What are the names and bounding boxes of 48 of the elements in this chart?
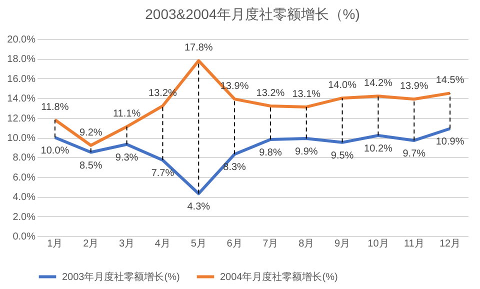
data-label: 14.5% (436, 75, 464, 86)
y-tick-label: 10.0% (7, 133, 36, 144)
x-tick-label: 2月 (83, 238, 99, 250)
x-tick-label: 3月 (119, 238, 135, 250)
data-label: 9.8% (259, 147, 282, 158)
x-tick-label: 7月 (262, 238, 278, 250)
x-tick-label: 8月 (298, 238, 314, 250)
x-tick-label: 6月 (226, 238, 242, 250)
data-label: 13.1% (292, 88, 321, 100)
x-tick-label: 11月 (404, 238, 424, 250)
data-label: 9.2% (79, 127, 102, 138)
data-label: 9.5% (330, 150, 354, 162)
data-label: 10.2% (364, 144, 392, 155)
y-tick-label: 8.0% (12, 152, 36, 164)
data-label: 9.7% (402, 148, 426, 160)
chart-title: 2003&2004年月度社零额增长（%) (145, 6, 360, 22)
data-label: 13.2% (256, 88, 285, 99)
data-label: 14.2% (364, 78, 392, 90)
data-label: 8.5% (79, 160, 102, 172)
x-tick-label: 9月 (334, 238, 350, 250)
y-tick-label: 0.0% (12, 232, 36, 242)
y-tick-label: 4.0% (12, 192, 36, 204)
y-tick-label: 6.0% (12, 172, 36, 184)
data-label: 8.3% (223, 162, 246, 174)
data-label: 7.7% (151, 168, 174, 180)
data-label: 10.9% (436, 136, 464, 148)
data-label: 9.9% (294, 146, 318, 158)
data-label: 4.3% (187, 202, 210, 213)
data-label: 11.8% (41, 102, 69, 113)
legend-label: 2003年月度社零额增长(%) (62, 270, 180, 283)
legend-label: 2004年月度社零额增长(%) (220, 270, 338, 283)
x-tick-label: 10月 (368, 238, 389, 250)
y-tick-label: 20.0% (7, 34, 36, 46)
y-tick-label: 18.0% (7, 54, 36, 66)
y-tick-label: 16.0% (7, 74, 36, 85)
data-label: 13.9% (400, 81, 428, 92)
y-tick-label: 2.0% (12, 212, 36, 223)
data-label: 17.8% (184, 42, 213, 54)
data-label: 9.3% (115, 152, 138, 164)
data-label: 11.1% (112, 108, 141, 120)
y-tick-label: 14.0% (7, 94, 36, 105)
data-label: 10.0% (40, 146, 70, 156)
data-label: 14.0% (328, 80, 357, 92)
x-tick-label: 4月 (154, 238, 170, 250)
y-tick-label: 12.0% (7, 113, 36, 124)
x-tick-label: 5月 (190, 238, 206, 250)
x-tick-label: 1月 (47, 238, 63, 250)
x-tick-label: 12月 (439, 238, 461, 250)
